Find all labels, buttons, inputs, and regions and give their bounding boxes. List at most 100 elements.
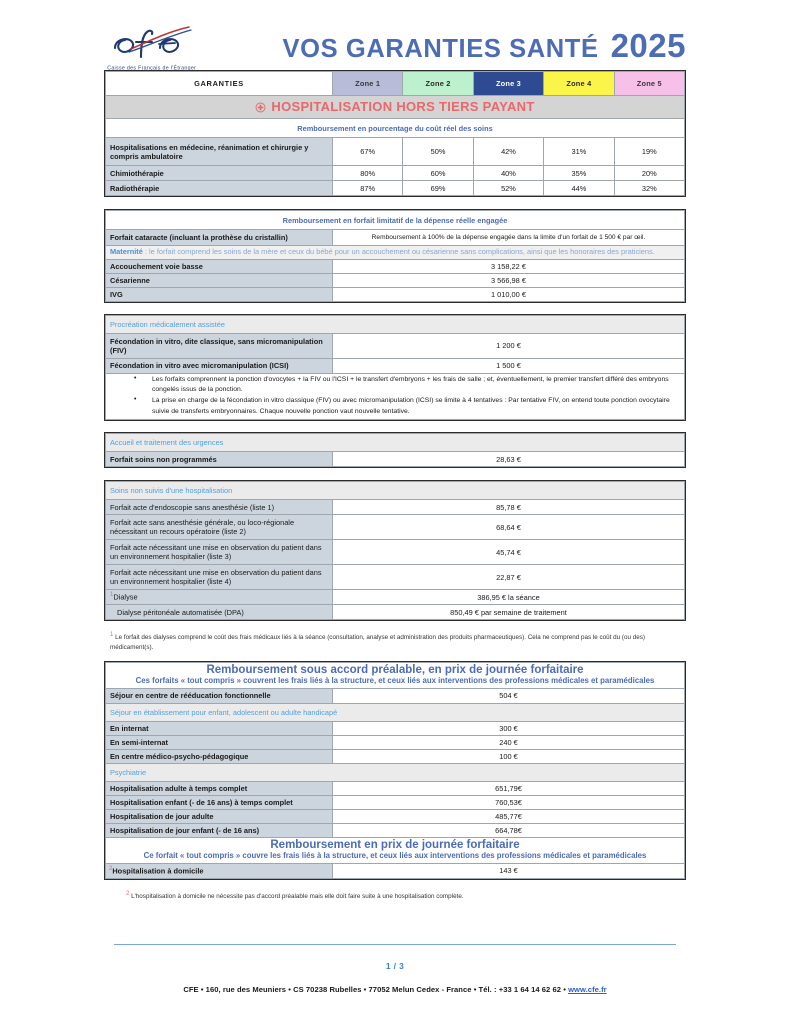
- cfe-logo-mark: [109, 24, 195, 64]
- dialyse-footnote: 1 Le forfait des dialyses comprend le co…: [104, 631, 686, 653]
- block-accord-prealable: Remboursement sous accord préalable, en …: [104, 660, 686, 880]
- soins-section-header-row: Soins non suivis d'une hospitalisation: [105, 481, 685, 501]
- psychiatrie-section-title: Psychiatrie: [105, 762, 685, 782]
- row-label: Forfait acte d'endoscopie sans anesthési…: [105, 499, 333, 516]
- table-row: Hospitalisation de jour enfant (- de 16 …: [105, 822, 686, 838]
- table-row: Forfait soins non programmés 28,63 €: [105, 451, 686, 468]
- row-value-zone1: 87%: [331, 180, 404, 196]
- footnote-text: L'hospitalisation à domicile ne nécessit…: [131, 892, 464, 900]
- row-value-zone3: 40%: [472, 165, 545, 181]
- row-label: Forfait soins non programmés: [105, 451, 333, 468]
- footnote-text: Le forfait des dialyses comprend le coût…: [110, 634, 646, 651]
- row-value-zone4: 44%: [543, 180, 615, 196]
- accord-subtitle-row: Remboursement sous accord préalable, en …: [105, 661, 685, 689]
- maternite-text: : le forfait comprend les soins de la mè…: [142, 247, 655, 256]
- row-value: 3 566,98 €: [331, 272, 686, 288]
- row-value-zone5: 20%: [613, 165, 686, 181]
- row-value: 240 €: [331, 734, 686, 750]
- row-value-zone5: 19%: [613, 137, 686, 166]
- row-value-zone2: 69%: [402, 180, 474, 196]
- table-row: Hospitalisation de jour adulte 485,77€: [105, 808, 686, 824]
- row-label-dialyse: 1Dialyse: [105, 589, 333, 606]
- row-value-zone2: 50%: [402, 137, 474, 166]
- footnote-marker: 2: [126, 890, 130, 897]
- footnote-marker: 1: [110, 632, 114, 639]
- table-row: Forfait cataracte (incluant la prothèse …: [105, 229, 686, 246]
- pourcentage-subtitle-row: Remboursement en pourcentage du coût rée…: [105, 118, 685, 138]
- pma-bullets-row: Les forfaits comprennent la ponction d'o…: [105, 372, 685, 421]
- handicape-section-header-row: Séjour en établissement pour enfant, ado…: [105, 702, 685, 722]
- row-label: Hospitalisation à domicile: [112, 866, 204, 876]
- row-label: Dialyse: [113, 592, 138, 602]
- footnote-marker: 2: [109, 865, 113, 872]
- block-forfait-limitatif: Remboursement en forfait limitatif de la…: [104, 209, 686, 303]
- row-label: En centre médico-psycho-pédagogique: [105, 748, 333, 764]
- block-urgences: Accueil et traitement des urgences Forfa…: [104, 432, 686, 469]
- row-label: Hospitalisation enfant (- de 16 ans) à t…: [105, 794, 333, 810]
- table-row: Accouchement voie basse 3 158,22 €: [105, 258, 686, 274]
- page-title: VOS GARANTIES SANTÉ 2025: [200, 27, 790, 65]
- row-value-zone2: 60%: [402, 165, 474, 181]
- row-value: 504 €: [331, 687, 686, 704]
- footer-divider: [114, 943, 676, 945]
- table-row: En semi-internat 240 €: [105, 734, 686, 750]
- table-row: Fécondation in vitro, dite classique, sa…: [105, 332, 686, 359]
- block-pma: Procréation médicalement assistée Fécond…: [104, 313, 686, 422]
- row-label: Séjour en centre de rééducation fonction…: [105, 687, 333, 704]
- row-label: En internat: [105, 720, 333, 736]
- document-header: Caisse des Français de l'Étranger VOS GA…: [0, 0, 790, 71]
- row-value: 45,74 €: [331, 539, 686, 566]
- table-row: En centre médico-psycho-pédagogique 100 …: [105, 748, 686, 764]
- maternite-label: Maternité: [110, 247, 143, 256]
- list-item: Les forfaits comprennent la ponction d'o…: [134, 374, 680, 396]
- row-value-zone3: 52%: [472, 180, 545, 196]
- row-label: Chimiothérapie: [105, 165, 333, 181]
- banner-label: HOSPITALISATION HORS TIERS PAYANT: [271, 99, 535, 114]
- pma-section-title: Procréation médicalement assistée: [105, 314, 685, 334]
- soins-section-title: Soins non suivis d'une hospitalisation: [105, 481, 685, 501]
- accord-subtitle2-row: Remboursement en prix de journée forfait…: [105, 836, 685, 864]
- zone-header-1: Zone 1: [331, 71, 404, 96]
- table-row: IVG 1 010,00 €: [105, 286, 686, 302]
- row-label: IVG: [105, 286, 333, 302]
- title-year: 2025: [610, 27, 686, 64]
- forfait-limitatif-subtitle-row: Remboursement en forfait limitatif de la…: [105, 210, 685, 230]
- zones-header-row: GARANTIES Zone 1 Zone 2 Zone 3 Zone 4 Zo…: [105, 71, 686, 96]
- row-value: 760,53€: [331, 794, 686, 810]
- urgences-section-header-row: Accueil et traitement des urgences: [105, 433, 685, 453]
- hospit-domicile-label-cell: 2Hospitalisation à domicile: [105, 862, 333, 879]
- block-hospitalisation: GARANTIES Zone 1 Zone 2 Zone 3 Zone 4 Zo…: [104, 70, 686, 197]
- pma-bullet-list: Les forfaits comprennent la ponction d'o…: [110, 374, 680, 417]
- row-label: Forfait acte nécessitant une mise en obs…: [105, 539, 333, 566]
- garanties-header: GARANTIES: [105, 71, 333, 96]
- row-value-zone1: 80%: [331, 165, 404, 181]
- row-value: 3 158,22 €: [331, 258, 686, 274]
- table-row: Césarienne 3 566,98 €: [105, 272, 686, 288]
- row-label: Accouchement voie basse: [105, 258, 333, 274]
- cfe-website-link[interactable]: www.cfe.fr: [568, 985, 607, 994]
- accord-subtitle-sub: Ces forfaits « tout compris » couvrent l…: [135, 675, 655, 685]
- row-label: Radiothérapie: [105, 180, 333, 196]
- pourcentage-subtitle: Remboursement en pourcentage du coût rée…: [105, 118, 685, 138]
- row-value: 485,77€: [331, 808, 686, 824]
- footer-address-line: CFE • 160, rue des Meuniers • CS 70238 R…: [0, 985, 790, 994]
- maternite-note: Maternité : le forfait comprend les soin…: [105, 245, 685, 260]
- row-value: 850,49 € par semaine de traitement: [331, 604, 686, 621]
- forfait-limitatif-subtitle: Remboursement en forfait limitatif de la…: [105, 210, 685, 230]
- cfe-logo-svg: [113, 25, 192, 58]
- row-value: 28,63 €: [331, 451, 686, 468]
- row-label: Césarienne: [105, 272, 333, 288]
- row-value-zone4: 35%: [543, 165, 615, 181]
- zone-header-2: Zone 2: [402, 71, 474, 96]
- row-label: En semi-internat: [105, 734, 333, 750]
- block-soins-non-suivis: Soins non suivis d'une hospitalisation F…: [104, 480, 686, 622]
- table-row: Hospitalisation adulte à temps complet 6…: [105, 780, 686, 796]
- row-value: 300 €: [331, 720, 686, 736]
- cataracte-value: Remboursement à 100% de la dépense engag…: [331, 229, 686, 246]
- document-footer: 1 / 3 CFE • 160, rue des Meuniers • CS 7…: [0, 943, 790, 994]
- table-row: Forfait acte sans anesthésie générale, o…: [105, 514, 686, 541]
- row-value: 1 010,00 €: [331, 286, 686, 302]
- row-label: Hospitalisation de jour adulte: [105, 808, 333, 824]
- row-value: 68,64 €: [331, 514, 686, 541]
